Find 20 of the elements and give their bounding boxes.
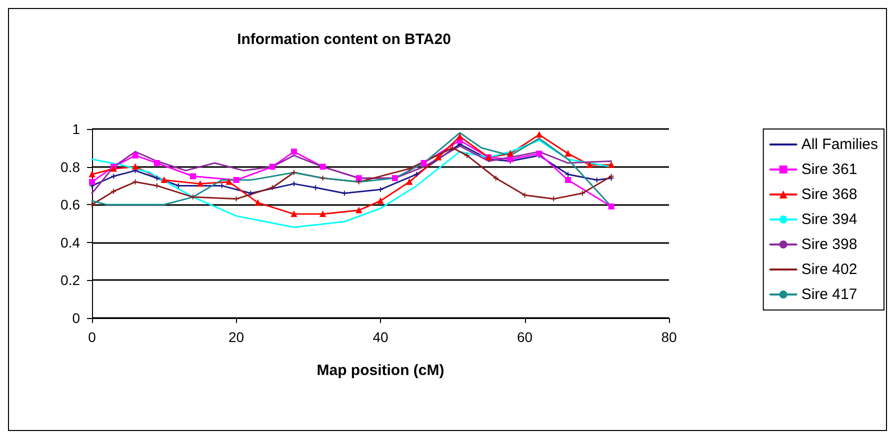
y-tick-label: 0.8 [60,158,80,175]
x-tick-label: 40 [372,329,388,345]
x-axis-title: Map position (cM) [316,362,444,379]
legend-label: Sire 394 [801,211,858,228]
legend-label: Sire 368 [801,186,858,203]
legend-label: Sire 361 [801,161,858,178]
x-tick-label: 20 [228,329,244,345]
x-tick-label: 80 [661,329,677,345]
legend-label: Sire 398 [801,236,858,253]
legend-label: All Families [801,136,878,153]
x-tick-label: 0 [88,329,96,345]
chart-title: Information content on BTA20 [237,31,451,48]
y-tick-label: 0.2 [60,272,80,288]
y-tick-label: 1 [72,121,80,137]
legend-label: Sire 402 [801,261,858,278]
legend-label: Sire 417 [801,286,858,303]
y-tick-label: 0.4 [60,234,80,250]
x-tick-label: 60 [516,329,533,345]
y-tick-label: 0 [72,310,80,326]
y-tick-label: 0.6 [60,196,80,213]
